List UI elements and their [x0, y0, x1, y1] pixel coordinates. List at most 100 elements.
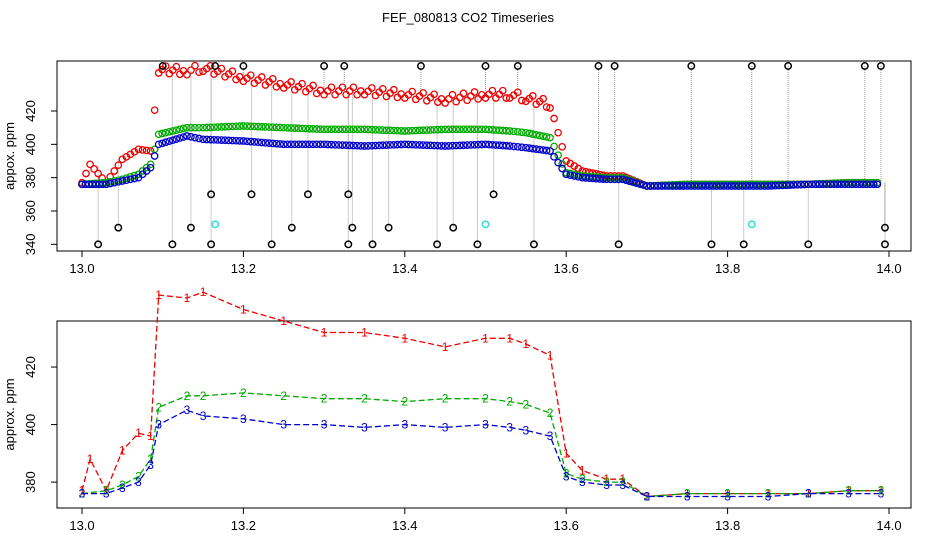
point-s3 [701, 182, 710, 190]
point-s3 [360, 142, 369, 150]
point-s2 [179, 124, 188, 133]
glyph-s1: 1 [321, 326, 328, 340]
glyph-s1: 1 [147, 429, 154, 443]
point-s3 [239, 137, 248, 145]
point-s2 [477, 125, 486, 134]
x-tick-label: 13.6 [554, 261, 579, 276]
point-s3 [672, 182, 681, 190]
point-s1 [546, 104, 554, 112]
point-s2 [455, 125, 464, 134]
point-s3 [118, 177, 127, 185]
point-s3 [646, 182, 655, 190]
point-s3 [217, 136, 226, 144]
glyph-s2: 2 [644, 489, 651, 503]
point-s3 [455, 141, 464, 150]
point-s2 [257, 122, 266, 131]
point-s2 [183, 123, 191, 132]
point-s3 [629, 178, 637, 187]
point-s2 [161, 128, 170, 137]
point-s2 [371, 125, 380, 134]
point-s3 [228, 136, 237, 145]
point-s3 [364, 141, 372, 150]
point-spike [344, 240, 353, 249]
glyph-s3: 3 [200, 409, 207, 423]
point-spike [433, 240, 442, 249]
x-tick-label: 13.8 [715, 518, 740, 533]
point-s3 [437, 141, 446, 150]
point-s3 [448, 141, 457, 150]
point-s3 [734, 182, 743, 190]
point-s3 [800, 180, 809, 189]
point-s3 [819, 180, 827, 189]
point-s2 [430, 125, 438, 134]
point-s3 [232, 136, 240, 145]
glyph-s3: 3 [482, 418, 489, 432]
point-spike [747, 62, 756, 70]
point-s1 [338, 83, 347, 92]
glyph-s3: 3 [321, 418, 328, 432]
glyph-s3: 3 [240, 412, 247, 426]
point-s1 [550, 114, 558, 123]
glyph-s3: 3 [765, 489, 772, 503]
point-s2 [294, 124, 303, 133]
point-s2 [382, 126, 391, 135]
y-tick-label: 380 [23, 471, 38, 493]
point-s3 [764, 182, 772, 190]
point-s2 [272, 123, 281, 132]
point-s3 [130, 174, 139, 183]
point-s1 [161, 62, 170, 70]
point-s3 [206, 135, 215, 144]
line-s1 [81, 291, 881, 498]
glyph-s3: 3 [563, 469, 570, 483]
point-s2 [268, 123, 277, 132]
point-s2 [187, 123, 195, 132]
point-s3 [668, 182, 677, 190]
glyph-s2: 2 [442, 392, 449, 406]
point-spike [384, 223, 393, 232]
point-s3 [566, 171, 575, 180]
point-s1 [349, 83, 358, 92]
point-s3 [665, 182, 673, 190]
point-s3 [246, 137, 255, 146]
point-s3 [213, 136, 222, 144]
point-s3 [654, 182, 662, 190]
glyph-s2: 2 [401, 395, 408, 409]
point-s2 [437, 125, 446, 134]
glyph-s2: 2 [135, 469, 142, 483]
point-s2 [158, 129, 167, 138]
glyph-s3: 3 [603, 478, 610, 492]
point-s3 [625, 177, 634, 186]
point-s3 [804, 180, 813, 189]
x-tick-label: 13.2 [231, 261, 256, 276]
point-s3 [690, 182, 699, 190]
point-s3 [837, 180, 846, 189]
point-s1 [86, 160, 94, 169]
point-s3 [191, 133, 199, 142]
point-s3 [546, 147, 554, 155]
point-s2 [243, 122, 251, 131]
plot-frame [56, 320, 912, 509]
point-s2 [433, 125, 442, 134]
glyph-s1: 1 [442, 340, 449, 354]
point-s3 [778, 181, 787, 190]
point-s1 [146, 147, 155, 155]
point-s3 [477, 140, 486, 149]
point-s3 [797, 180, 805, 189]
point-s1 [542, 103, 551, 111]
point-s2 [349, 125, 358, 134]
point-spike [416, 62, 425, 70]
point-s1 [287, 78, 295, 86]
point-s3 [632, 179, 641, 187]
point-s2 [452, 125, 461, 134]
point-s1 [517, 96, 526, 105]
point-s3 [815, 180, 824, 189]
point-s3 [841, 180, 849, 189]
point-s3 [657, 182, 666, 190]
point-s2 [312, 125, 321, 133]
point-s3 [822, 180, 831, 189]
glyph-s2: 2 [878, 484, 885, 498]
point-s2 [459, 125, 468, 134]
point-s2 [554, 151, 562, 160]
glyph-s3: 3 [724, 489, 731, 503]
glyph-s1: 1 [240, 302, 247, 316]
